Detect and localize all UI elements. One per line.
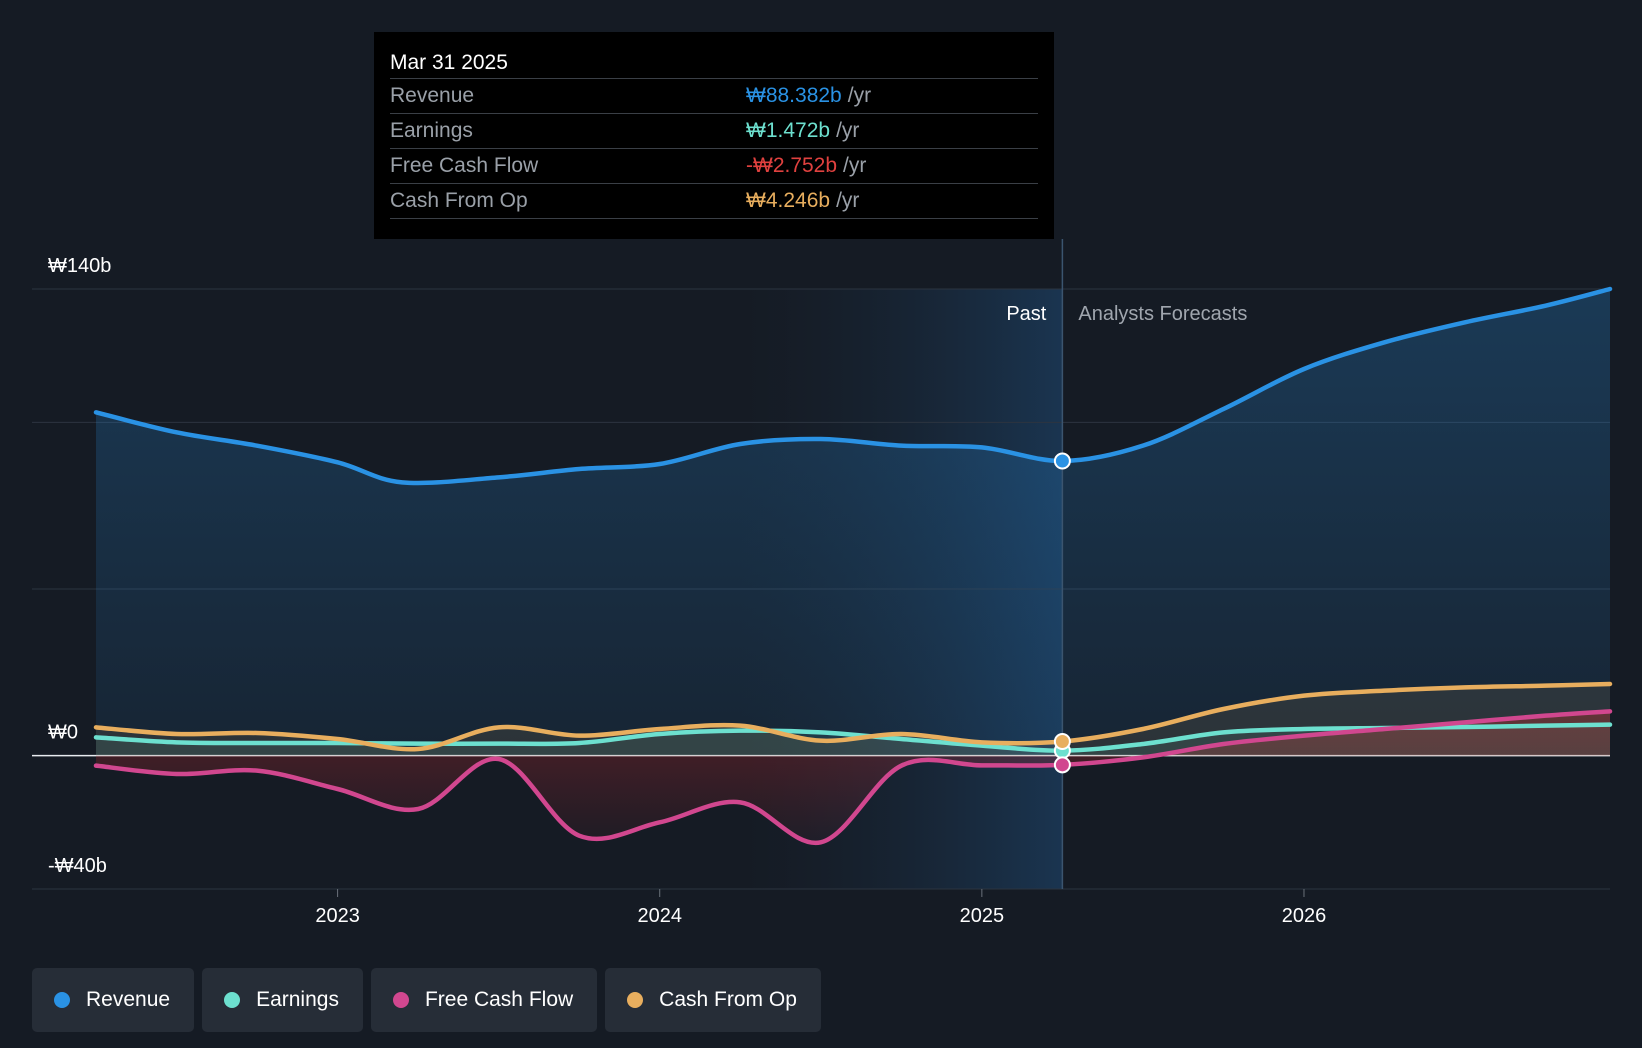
selected-point-markers — [1053, 452, 1071, 774]
line-cash-from-op — [93, 681, 1613, 752]
tooltip-row-unit: /yr — [843, 154, 867, 177]
legend-item-revenue[interactable]: Revenue — [32, 968, 195, 1032]
x-tick-label: 2023 — [315, 905, 360, 927]
legend-dot-icon — [627, 992, 644, 1008]
x-tick-label: 2026 — [1282, 905, 1327, 927]
x-tick-label: 2025 — [960, 905, 1005, 927]
y-tick-label: ₩140b — [48, 255, 111, 277]
tooltip-row-label: Free Cash Flow — [390, 154, 539, 177]
tooltip-row-earnings: Earnings ₩1.472b /yr — [390, 113, 1038, 148]
tooltip-row-unit: /yr — [836, 189, 860, 212]
line-revenue — [93, 286, 1613, 486]
legend-label: Cash From Op — [659, 988, 797, 1011]
tooltip: Mar 31 2025 Revenue ₩88.382b /yr Earning… — [374, 32, 1054, 239]
tooltip-row-unit: /yr — [836, 119, 860, 142]
legend-label: Free Cash Flow — [424, 988, 574, 1011]
tooltip-row-label: Cash From Op — [390, 189, 528, 212]
x-tick-label: 2024 — [637, 905, 682, 927]
x-axis-labels: 2023 2024 2025 2026 — [315, 905, 1326, 927]
tooltip-row-cash-from-op: Cash From Op ₩4.246b /yr — [390, 183, 1038, 219]
analysts-forecasts-label: Analysts Forecasts — [1078, 303, 1247, 325]
legend-item-cash-from-op[interactable]: Cash From Op — [605, 968, 821, 1032]
tooltip-row-revenue: Revenue ₩88.382b /yr — [390, 78, 1038, 113]
y-axis-labels: ₩140b ₩0 -₩40b — [48, 255, 111, 877]
series-lines — [93, 286, 1613, 846]
tooltip-row-free-cash-flow: Free Cash Flow -₩2.752b /yr — [390, 148, 1038, 183]
legend: Revenue Earnings Free Cash Flow Cash Fro… — [32, 968, 821, 1032]
legend-item-earnings[interactable]: Earnings — [202, 968, 363, 1032]
marker-cash-from-op — [1053, 733, 1071, 750]
marker-revenue — [1053, 452, 1071, 470]
tooltip-row-label: Earnings — [390, 119, 473, 142]
tooltip-date: Mar 31 2025 — [390, 51, 508, 74]
tooltip-row-value: -₩2.752b — [746, 154, 838, 177]
legend-dot-icon — [392, 992, 409, 1008]
tooltip-row-label: Revenue — [390, 84, 475, 107]
marker-free-cash-flow — [1053, 756, 1071, 774]
tooltip-row-value: ₩88.382b — [746, 84, 842, 107]
y-tick-label: -₩40b — [48, 855, 107, 877]
past-label: Past — [1006, 303, 1046, 325]
y-tick-label: ₩0 — [48, 722, 78, 744]
legend-label: Earnings — [256, 988, 339, 1011]
tooltip-row-unit: /yr — [847, 84, 872, 107]
legend-item-free-cash-flow[interactable]: Free Cash Flow — [370, 968, 598, 1032]
legend-dot-icon — [54, 992, 70, 1008]
area-cash-from-op — [96, 684, 1610, 756]
line-free-cash-flow — [93, 709, 1613, 846]
legend-label: Revenue — [86, 988, 171, 1011]
tooltip-row-value: ₩1.472b — [746, 119, 831, 142]
tooltip-row-value: ₩4.246b — [746, 189, 831, 212]
legend-dot-icon — [224, 992, 241, 1008]
